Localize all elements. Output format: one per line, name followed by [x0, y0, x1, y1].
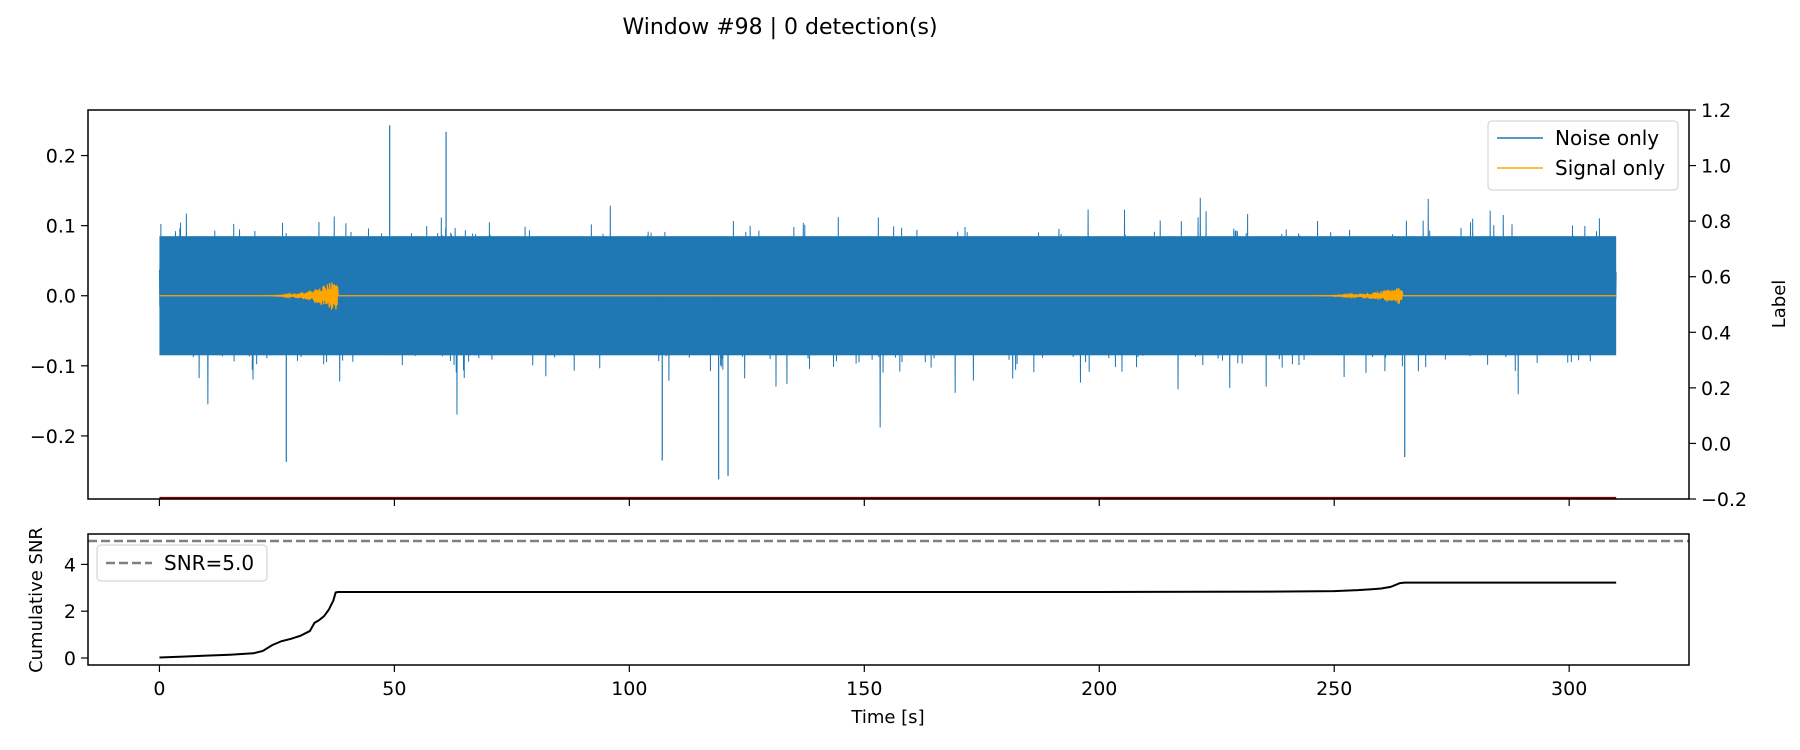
legend-label-signal: Signal only [1555, 156, 1665, 180]
time-axis-title: Time [s] [850, 707, 924, 728]
snr-y-tick-label: 0 [64, 648, 76, 670]
snr-y-tick-label: 4 [64, 554, 76, 576]
label-axis-tick-label: 0.2 [1701, 378, 1731, 400]
label-axis-tick-label: 0.0 [1701, 433, 1731, 455]
time-x-tick-label: 150 [846, 678, 882, 700]
legend-label-threshold: SNR=5.0 [164, 551, 254, 575]
signal-only-trace [159, 282, 1617, 310]
waveform-y-tick-label: 0.2 [46, 146, 76, 168]
snr-y-ticks: 0 2 4 [64, 554, 88, 670]
time-x-tick-label: 200 [1081, 678, 1117, 700]
figure-title: Window #98 | 0 detection(s) [622, 15, 937, 40]
waveform-y-tick-label: 0.0 [46, 286, 76, 308]
label-axis-tick-label: 0.6 [1701, 267, 1731, 289]
label-axis-ticks: −0.2 0.0 0.2 0.4 0.6 0.8 1.0 1.2 [1689, 100, 1747, 511]
legend-label-noise: Noise only [1555, 126, 1659, 150]
time-x-tick-label: 0 [153, 678, 165, 700]
label-axis-tick-label: 0.4 [1701, 322, 1731, 344]
waveform-axes-frame [87, 109, 1690, 500]
snr-plot-area [88, 539, 1689, 659]
label-axis-tick-label: 0.8 [1701, 211, 1731, 233]
snr-x-ticks: 0 50 100 150 200 250 300 [153, 665, 1587, 700]
snr-legend: SNR=5.0 [96, 544, 268, 582]
waveform-legend: Noise only Signal only [1487, 120, 1679, 191]
time-x-tick-label: 250 [1316, 678, 1352, 700]
waveform-y-tick-label: 0.1 [46, 216, 76, 238]
waveform-y-tick-label: −0.2 [30, 426, 76, 448]
snr-panel: 0 2 4 0 50 100 150 200 250 300 Cumulative SNR Ti… [26, 527, 1690, 728]
label-axis-tick-label: 1.0 [1701, 156, 1731, 178]
label-axis-tick-label: −0.2 [1701, 489, 1747, 511]
snr-axes-frame [87, 533, 1690, 666]
snr-y-tick-label: 2 [64, 601, 76, 623]
snr-legend-box [96, 544, 268, 582]
time-x-tick-label: 100 [611, 678, 647, 700]
cumulative-snr-line [159, 581, 1617, 659]
time-x-tick-label: 50 [382, 678, 406, 700]
label-axis-title: Label [1769, 280, 1790, 329]
waveform-panel: −0.2 −0.1 0.0 0.1 0.2 −0.2 0.0 0.2 0.4 0.6 0.8 1.0… [30, 100, 1790, 511]
waveform-x-ticks [158, 499, 1570, 506]
snr-axis-title: Cumulative SNR [26, 527, 47, 673]
waveform-plot-area [158, 125, 1617, 499]
label-axis-tick-label: 1.2 [1701, 100, 1731, 122]
waveform-y-ticks: −0.2 −0.1 0.0 0.1 0.2 [30, 146, 88, 448]
time-x-tick-label: 300 [1551, 678, 1587, 700]
waveform-y-tick-label: −0.1 [30, 356, 76, 378]
